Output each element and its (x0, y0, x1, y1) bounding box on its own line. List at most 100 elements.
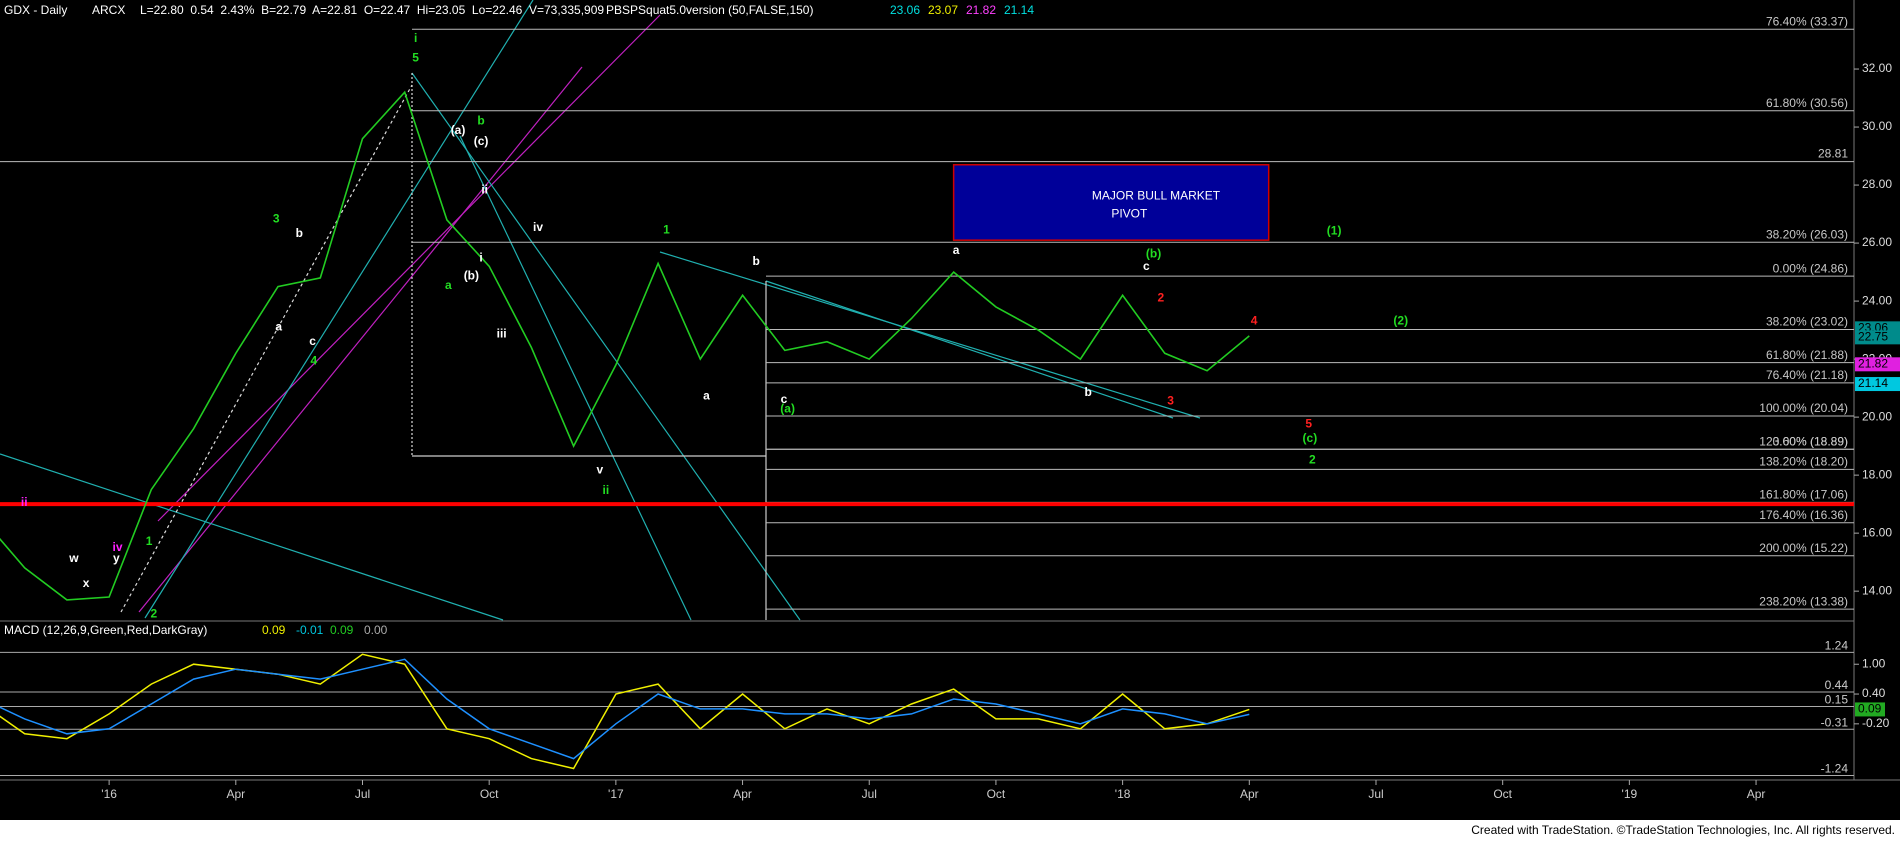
background (0, 0, 1900, 820)
wave-label: 2 (1157, 290, 1164, 304)
wave-label: i (414, 31, 417, 45)
wave-label: 3 (273, 211, 280, 225)
macd-ref-label: -1.24 (1821, 762, 1849, 776)
fib-label: 138.20% (18.20) (1759, 454, 1848, 468)
wave-label: w (68, 551, 79, 565)
wave-label: (a) (780, 402, 795, 416)
price-label-box (1855, 330, 1900, 345)
footer-band (0, 820, 1900, 841)
x-tick-label: Apr (733, 787, 752, 801)
wave-label: y (113, 551, 120, 565)
fib-label: 38.20% (26.03) (1766, 227, 1848, 241)
y-tick-label: 24.00 (1862, 293, 1892, 307)
macd-line (0, 653, 1250, 770)
fib-label: 100.00% (20.04) (1759, 401, 1848, 415)
wave-label: 2 (1309, 453, 1316, 467)
dotted-line (120, 84, 413, 613)
fib-label: 0.00% (24.86) (1773, 261, 1848, 275)
macd-ref-label: -0.31 (1821, 715, 1849, 729)
wave-label: (c) (1303, 431, 1318, 445)
macd-header-value: 0.00 (364, 623, 388, 637)
y-tick-label: -0.20 (1862, 716, 1890, 730)
x-tick-label: Apr (1747, 787, 1766, 801)
fib-label: 0.00% (18.89) (1773, 434, 1848, 448)
wave-label: a (275, 319, 282, 333)
wave-label: 1 (663, 222, 670, 236)
price-label: 22.75 (1858, 330, 1888, 344)
wave-label: c (1143, 259, 1150, 273)
wave-label: (a) (451, 123, 466, 137)
x-tick-label: Jul (1368, 787, 1383, 801)
fib-label: 238.20% (13.38) (1759, 594, 1848, 608)
exchange: ARCX (92, 3, 125, 17)
pivot-text: MAJOR BULL MARKET (1092, 188, 1221, 202)
study-value: 21.14 (1004, 3, 1034, 17)
wave-label: ii (481, 182, 488, 196)
macd-ref-label: 0.15 (1825, 693, 1849, 707)
y-tick-label: 18.00 (1862, 467, 1892, 481)
wave-label: (2) (1393, 313, 1408, 327)
wave-label: b (752, 254, 759, 268)
wave-label: 1 (146, 534, 153, 548)
study: PBSPSquat5.0version (50,FALSE,150) (606, 3, 813, 17)
wave-label: b (1084, 385, 1091, 399)
study-value: 23.07 (928, 3, 958, 17)
x-tick-label: Apr (226, 787, 245, 801)
price-label-box (1855, 357, 1900, 372)
pivot-box (952, 164, 1270, 241)
macd-line (0, 658, 1250, 760)
channel-line (0, 453, 504, 621)
channel-line (157, 14, 661, 522)
wave-label: c (309, 334, 316, 348)
macd-value-label: 0.09 (1858, 702, 1882, 716)
wave-label: 2 (151, 607, 158, 621)
channel-line (765, 280, 1174, 419)
y-tick-label: 28.00 (1862, 177, 1892, 191)
y-tick-label: 30.00 (1862, 119, 1892, 133)
x-tick-label: '19 (1622, 787, 1638, 801)
wave-label: b (296, 226, 303, 240)
wave-label: c (781, 392, 788, 406)
y-tick-label: 16.00 (1862, 525, 1892, 539)
wave-label: iv (533, 220, 543, 234)
wave-label: iv (113, 540, 123, 554)
footer: Created with TradeStation. ©TradeStation… (1471, 823, 1895, 837)
y-tick-label: 14.00 (1862, 583, 1892, 597)
symbol: GDX - Daily (4, 3, 67, 17)
macd-header-value: 0.09 (330, 623, 354, 637)
fib-label: 200.00% (15.22) (1759, 541, 1848, 555)
wave-label: ii (21, 495, 28, 509)
x-tick-label: '17 (608, 787, 624, 801)
trend-lines (0, 0, 1201, 621)
x-tick-label: '18 (1115, 787, 1131, 801)
macd-ref-label: 0.44 (1825, 678, 1849, 692)
price-label: 21.14 (1858, 376, 1888, 390)
wave-label: b (477, 113, 484, 127)
wave-label: x (83, 576, 90, 590)
price-line (0, 90, 1250, 601)
macd-header-value: 0.09 (262, 623, 286, 637)
y-tick-label: 26.00 (1862, 235, 1892, 249)
wave-label: 5 (1305, 416, 1312, 430)
wave-label: 4 (1251, 313, 1258, 327)
wave-label: a (445, 278, 452, 292)
y-tick-label: 32.00 (1862, 61, 1892, 75)
wave-label: 3 (1167, 393, 1174, 407)
pivot-text: PIVOT (1111, 207, 1148, 221)
channel-line (138, 66, 583, 613)
wave-label: iii (497, 327, 507, 341)
price-label-box (1855, 377, 1900, 392)
x-tick-label: Oct (480, 787, 499, 801)
fib-label: 161.80% (17.06) (1759, 488, 1848, 502)
wave-label: a (953, 243, 960, 257)
wave-label: a (703, 388, 710, 402)
y-tick-label: 0.40 (1862, 686, 1886, 700)
macd-title: MACD (12,26,9,Green,Red,DarkGray) (4, 623, 207, 637)
wave-label: v (596, 462, 603, 476)
channel-line (459, 135, 692, 621)
wave-label: (1) (1327, 224, 1342, 238)
wave-label: ii (603, 483, 610, 497)
channel-line (411, 72, 801, 621)
